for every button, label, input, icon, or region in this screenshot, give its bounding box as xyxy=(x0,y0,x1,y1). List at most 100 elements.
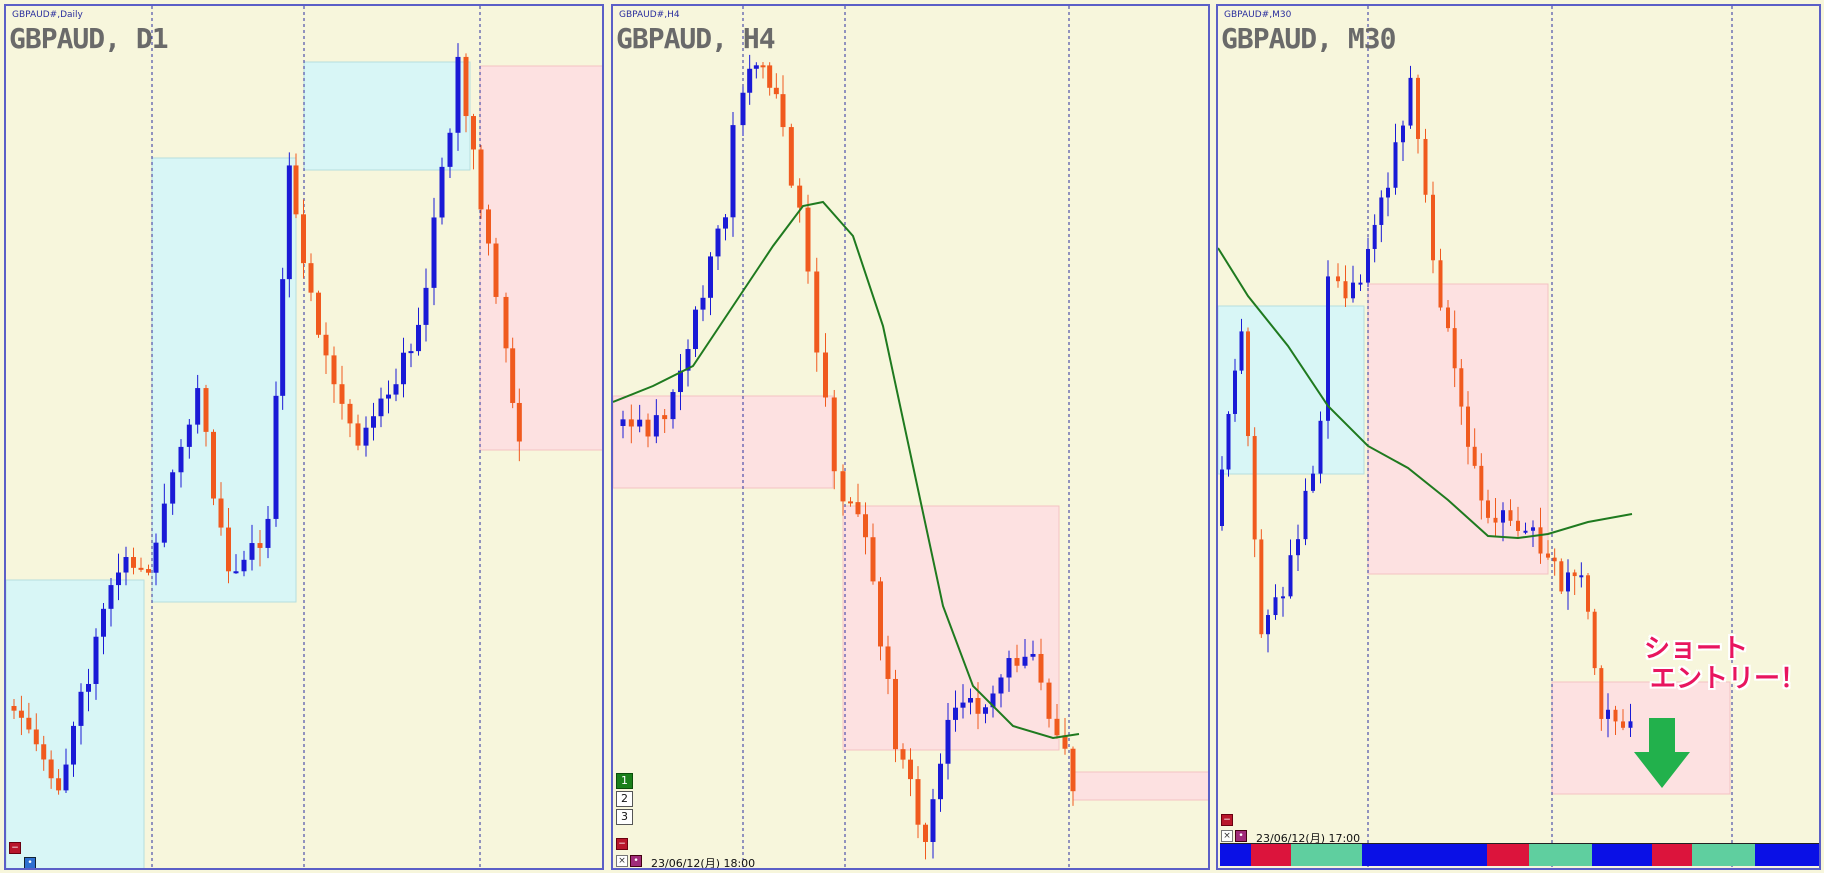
candle xyxy=(131,557,136,568)
signal-strip xyxy=(1220,843,1819,866)
candle xyxy=(18,710,24,718)
candle xyxy=(493,243,499,297)
price-chart-d1[interactable] xyxy=(6,6,604,870)
candle xyxy=(416,324,421,352)
price-chart-m30[interactable] xyxy=(1218,6,1821,870)
candle xyxy=(331,355,337,385)
candle xyxy=(218,498,224,528)
candle xyxy=(1070,748,1076,792)
resistance-zone xyxy=(1551,681,1731,795)
candle xyxy=(1459,368,1464,407)
chart-button-2[interactable]: 2 xyxy=(616,791,633,807)
chart-button-1[interactable]: 1 xyxy=(616,773,633,789)
chart-title: GBPAUD, H4 xyxy=(616,22,776,55)
signal-segment xyxy=(1486,844,1529,866)
candle xyxy=(1054,718,1060,736)
candle xyxy=(1559,561,1564,592)
candle xyxy=(797,185,803,208)
candle xyxy=(998,677,1004,694)
candle xyxy=(226,527,231,572)
signal-segment xyxy=(1361,844,1487,866)
minimize-icon[interactable]: − xyxy=(616,838,628,850)
settings-icon[interactable]: • xyxy=(1235,830,1247,842)
close-icon[interactable]: × xyxy=(1221,830,1233,842)
candle xyxy=(780,94,786,128)
candle xyxy=(1379,197,1384,225)
candle xyxy=(848,501,853,504)
chart-title: GBPAUD, D1 xyxy=(9,22,169,55)
chart-tag: GBPAUD#,M30 xyxy=(1224,10,1292,20)
candle xyxy=(747,68,753,93)
candle xyxy=(975,698,981,714)
candle xyxy=(1358,282,1363,285)
candle xyxy=(1326,276,1330,421)
candle xyxy=(885,646,891,679)
candle xyxy=(628,419,634,427)
candle xyxy=(1239,331,1244,371)
signal-segment xyxy=(1290,844,1362,866)
candle xyxy=(1226,413,1231,470)
short-entry-callout: ショート エントリー！ xyxy=(1644,634,1806,694)
candle xyxy=(386,394,391,399)
candle xyxy=(653,415,659,437)
candle xyxy=(1246,331,1250,437)
candle xyxy=(301,214,306,264)
candle xyxy=(953,707,958,720)
candle xyxy=(393,384,399,395)
candle xyxy=(280,279,286,396)
candle xyxy=(693,309,698,350)
candle xyxy=(1586,575,1590,612)
candle xyxy=(116,572,121,586)
candle xyxy=(401,352,406,385)
candle xyxy=(363,427,369,446)
minimize-icon[interactable]: − xyxy=(1221,814,1233,826)
settings-icon[interactable]: • xyxy=(630,855,642,867)
price-chart-h4[interactable] xyxy=(613,6,1210,870)
candle xyxy=(1531,527,1535,531)
candle xyxy=(41,744,47,760)
candle xyxy=(471,116,476,150)
candle xyxy=(516,402,522,442)
settings-icon[interactable]: • xyxy=(24,857,36,868)
candle xyxy=(1273,597,1278,616)
candle xyxy=(637,419,643,427)
candle xyxy=(1022,656,1028,666)
candle xyxy=(1259,539,1264,635)
candle xyxy=(510,348,516,403)
candle xyxy=(78,691,84,726)
candle xyxy=(788,127,794,186)
candle xyxy=(1508,510,1513,521)
signal-segment xyxy=(1651,844,1692,866)
candle xyxy=(257,543,263,548)
arrow-down-icon xyxy=(1634,718,1690,788)
candle xyxy=(1416,77,1420,139)
chart-panel-h4[interactable]: GBPAUD#,H4 GBPAUD, H4 1 2 3 − × • 23/06/… xyxy=(611,4,1210,870)
candle xyxy=(938,763,943,800)
candle xyxy=(968,698,973,703)
candle xyxy=(990,693,996,708)
candle xyxy=(908,759,913,780)
minimize-icon[interactable]: − xyxy=(9,842,21,854)
candle xyxy=(170,472,176,504)
chart-panel-d1[interactable]: GBPAUD#,Daily GBPAUD, D1 − • xyxy=(4,4,604,870)
candle xyxy=(273,395,279,519)
candle xyxy=(211,431,216,499)
candle xyxy=(878,581,883,647)
signal-segment xyxy=(1528,844,1593,866)
candle xyxy=(1311,473,1315,491)
candle xyxy=(1613,709,1618,722)
candle xyxy=(715,228,721,257)
candle xyxy=(773,87,779,95)
candle xyxy=(203,388,209,432)
candle xyxy=(805,207,811,272)
candle xyxy=(1006,658,1012,678)
chart-panel-m30[interactable]: GBPAUD#,M30 GBPAUD, M30 − × • 23/06/12(月… xyxy=(1216,4,1821,870)
close-icon[interactable]: × xyxy=(616,855,628,867)
candle xyxy=(1599,668,1604,719)
candle xyxy=(855,502,861,515)
candle xyxy=(1014,658,1020,666)
candle xyxy=(1423,138,1428,195)
candle xyxy=(685,349,691,371)
chart-button-3[interactable]: 3 xyxy=(616,809,633,825)
candle xyxy=(870,537,876,582)
